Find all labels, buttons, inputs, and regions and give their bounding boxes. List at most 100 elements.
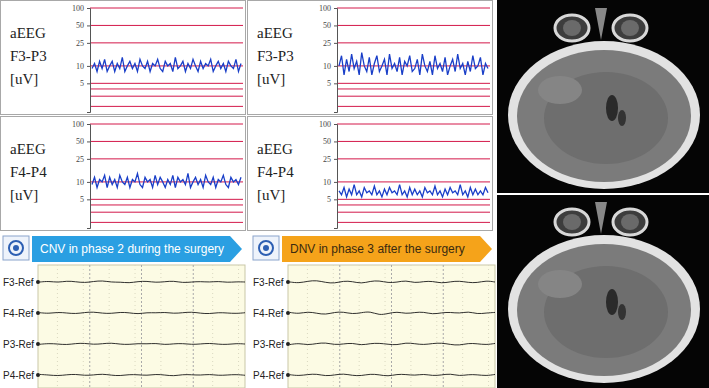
time-grid-line xyxy=(193,265,194,388)
grid-line xyxy=(90,25,243,26)
eeg-trace xyxy=(290,312,495,314)
y-axis-label: F3-P3 xyxy=(10,48,47,64)
time-grid-line xyxy=(89,265,90,388)
y-tick: 5 xyxy=(80,195,90,204)
minor-time-grid-line xyxy=(462,265,463,388)
y-axis-label: [uV] xyxy=(257,71,285,87)
minor-grid-line xyxy=(337,222,490,223)
y-axis-line xyxy=(87,125,91,229)
y-tick-label: 100 xyxy=(72,4,84,13)
channel-label: P4-Ref xyxy=(253,370,284,381)
grid-line xyxy=(337,181,490,182)
minor-grid-line xyxy=(337,204,490,205)
minor-time-grid-line xyxy=(83,265,84,388)
y-tick: 25 xyxy=(323,39,337,48)
aeeg-panel: aEEGF4-P4[uV]5102550100 xyxy=(1,117,246,231)
y-tick-mark xyxy=(334,83,337,84)
y-tick: 25 xyxy=(76,39,90,48)
plot-area xyxy=(92,173,241,187)
y-tick-mark xyxy=(334,141,337,142)
y-tick-label: 25 xyxy=(323,39,331,48)
y-tick-label: 10 xyxy=(76,178,84,187)
y-tick-label: 50 xyxy=(323,21,331,30)
y-axis-line xyxy=(334,125,338,229)
y-axis: 5102550100 xyxy=(319,4,338,112)
ct-ventricle xyxy=(606,289,618,315)
panel-frame xyxy=(248,1,493,115)
channel-dot xyxy=(36,373,40,377)
icon-frame xyxy=(3,236,29,260)
y-axis-line xyxy=(334,9,338,113)
ct-brain xyxy=(517,50,691,182)
grid-line xyxy=(337,42,490,43)
time-grid-line xyxy=(391,265,392,388)
minor-grid-line xyxy=(90,212,243,213)
panel-frame xyxy=(1,117,246,231)
y-axis-line xyxy=(87,9,91,113)
plot-area xyxy=(92,57,241,71)
minor-grid-line xyxy=(90,88,243,89)
aeeg-panel: aEEGF3-P3[uV]5102550100 xyxy=(248,1,493,115)
y-tick: 100 xyxy=(72,4,90,13)
minor-grid-line xyxy=(90,204,243,205)
y-tick-label: 10 xyxy=(76,62,84,71)
minor-time-grid-line xyxy=(488,265,489,388)
y-tick-mark xyxy=(87,159,90,160)
y-tick: 50 xyxy=(76,137,90,146)
ct-ventricle xyxy=(606,95,618,121)
y-tick-label: 5 xyxy=(327,79,331,88)
y-tick-mark xyxy=(334,124,337,125)
channel-label: F3-Ref xyxy=(3,277,34,288)
y-axis-label: [uV] xyxy=(257,187,285,203)
y-tick: 10 xyxy=(323,62,337,71)
icon-frame xyxy=(253,236,279,260)
ct-divider xyxy=(497,193,709,195)
minor-grid-line xyxy=(90,106,243,107)
time-grid-line xyxy=(339,265,340,388)
grid-line xyxy=(90,199,243,200)
grid xyxy=(337,124,490,222)
minor-time-grid-line xyxy=(385,265,386,388)
y-tick-label: 5 xyxy=(80,195,84,204)
y-tick: 25 xyxy=(76,155,90,164)
y-axis: 5102550100 xyxy=(72,4,91,112)
y-tick-mark xyxy=(87,8,90,9)
y-tick: 25 xyxy=(323,155,337,164)
y-tick-mark xyxy=(87,182,90,183)
y-tick-mark xyxy=(334,159,337,160)
channel-dot xyxy=(36,280,40,284)
banner-arrow xyxy=(32,236,242,262)
y-axis-label: [uV] xyxy=(10,187,38,203)
ct-orbit xyxy=(555,209,589,235)
y-tick-label: 100 xyxy=(72,120,84,129)
eeg-panel: CNV in phase 2 during the surgeryF3-RefF… xyxy=(3,236,245,388)
plot-area xyxy=(339,185,488,197)
minor-time-grid-line xyxy=(212,265,213,388)
y-axis-label: [uV] xyxy=(10,71,38,87)
y-tick-label: 5 xyxy=(327,195,331,204)
grid-line xyxy=(337,199,490,200)
y-tick-mark xyxy=(87,43,90,44)
grid-line xyxy=(90,8,243,9)
channel-dot xyxy=(36,342,40,346)
minor-time-grid-line xyxy=(186,265,187,388)
grid-line xyxy=(337,83,490,84)
grid-line xyxy=(337,158,490,159)
ct-orbit xyxy=(613,209,647,235)
icon-dot xyxy=(263,245,269,251)
aeeg-panel: aEEGF4-P4[uV]5102550100 xyxy=(248,117,493,231)
grid-line xyxy=(337,124,490,125)
grid xyxy=(90,8,243,106)
minor-grid-line xyxy=(337,212,490,213)
y-tick: 50 xyxy=(323,21,337,30)
eeg-trace xyxy=(290,343,495,345)
y-axis-label: F4-P4 xyxy=(257,164,294,180)
trace-background xyxy=(288,265,495,388)
ct-orbit xyxy=(613,15,647,41)
ct-background xyxy=(497,194,709,388)
channel-label: F3-Ref xyxy=(253,277,284,288)
plot-area xyxy=(339,53,488,75)
minor-time-grid-line xyxy=(410,265,411,388)
eeg-trace xyxy=(290,374,495,376)
y-tick-mark xyxy=(334,199,337,200)
